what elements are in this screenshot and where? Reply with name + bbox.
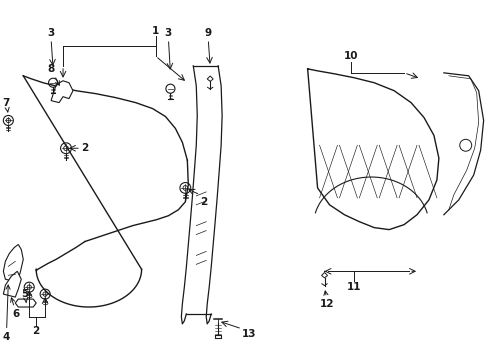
Text: 2: 2 [81, 143, 88, 153]
Polygon shape [3, 244, 23, 282]
Text: 3: 3 [47, 28, 55, 38]
Text: 8: 8 [47, 64, 59, 85]
Text: 1: 1 [152, 26, 159, 36]
Polygon shape [15, 299, 36, 307]
Text: 6: 6 [11, 298, 20, 319]
Text: 4: 4 [2, 285, 10, 342]
Text: 2: 2 [33, 326, 40, 336]
Text: 13: 13 [242, 329, 256, 339]
Text: 12: 12 [320, 291, 334, 309]
Text: 10: 10 [344, 51, 358, 61]
Text: 9: 9 [204, 28, 211, 38]
Text: 2: 2 [200, 197, 207, 207]
Polygon shape [51, 81, 73, 103]
Polygon shape [3, 271, 21, 297]
Text: 7: 7 [2, 98, 10, 112]
Text: 5: 5 [21, 289, 29, 302]
Text: 3: 3 [164, 28, 172, 38]
Text: 11: 11 [346, 282, 361, 292]
